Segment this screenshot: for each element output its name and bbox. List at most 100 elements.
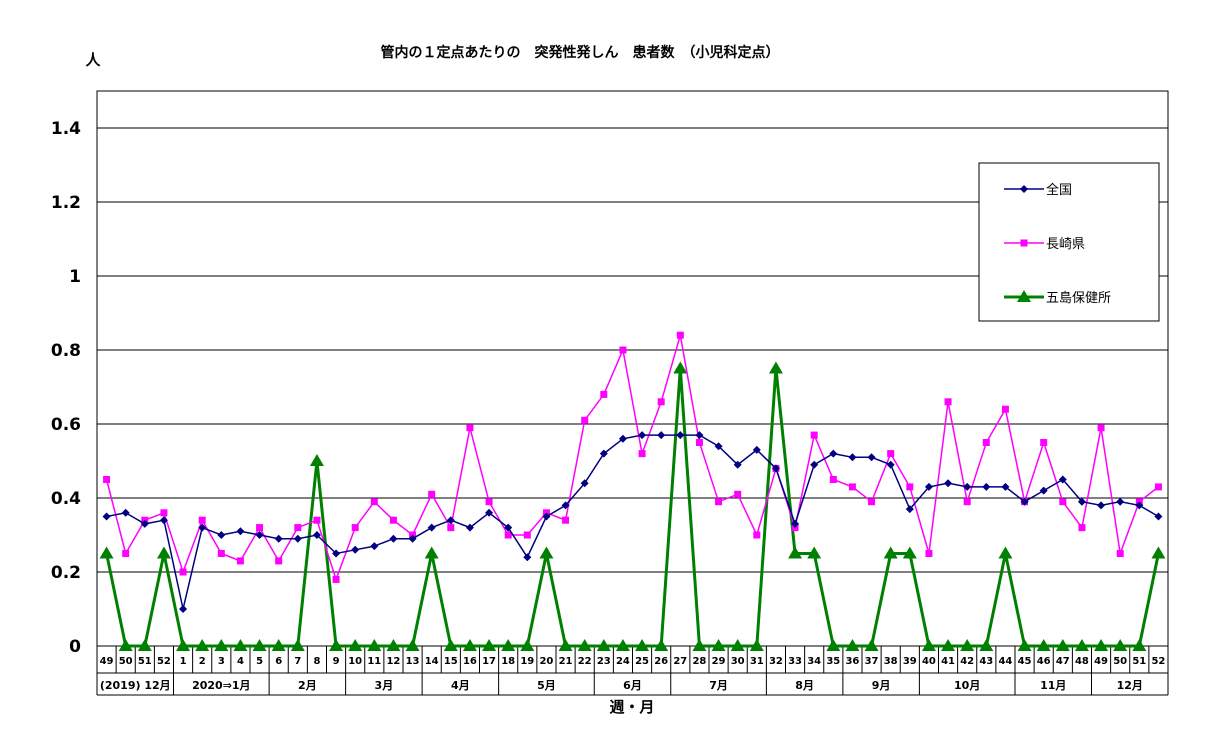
data-point (673, 361, 688, 374)
series-triangle (99, 361, 1166, 651)
x-tick-label: 23 (597, 656, 611, 667)
x-tick-label: 8 (313, 656, 320, 667)
data-point (389, 534, 398, 543)
y-tick-label: 0.6 (51, 415, 81, 435)
data-point (462, 639, 477, 651)
x-tick-label: 37 (865, 656, 879, 667)
chart-title: 管内の１定点あたりの 突発性発しん 患者数 （小児科定点） (381, 44, 780, 61)
data-point (427, 523, 436, 532)
x-tick-label: 3 (218, 656, 225, 667)
data-point (159, 516, 168, 525)
data-point (577, 639, 592, 651)
x-tick-label: 42 (960, 656, 974, 667)
data-point (367, 639, 382, 651)
data-point (179, 605, 188, 613)
x-tick-label: 28 (692, 656, 706, 667)
data-point (1078, 524, 1086, 532)
data-point (711, 639, 726, 651)
data-point (312, 531, 321, 539)
data-point (829, 449, 838, 458)
data-point (236, 527, 245, 536)
x-tick-label: 21 (559, 656, 573, 667)
data-point (217, 531, 226, 539)
data-point (807, 546, 822, 559)
x-tick-label: 45 (1018, 656, 1032, 667)
data-point (638, 450, 646, 458)
data-point (1132, 639, 1147, 651)
x-tick-label: 34 (807, 656, 821, 667)
data-point (236, 557, 244, 565)
month-label: 9月 (872, 679, 891, 692)
data-point (615, 639, 630, 651)
y-tick-labels: 0 0.2 0.4 0.6 0.8 1 1.2 1.4 (51, 119, 81, 657)
data-point (657, 431, 666, 440)
data-point (963, 482, 972, 491)
data-point (1055, 639, 1070, 651)
data-point (389, 516, 397, 524)
legend-label: 全国 (1046, 182, 1072, 198)
data-point (179, 568, 187, 576)
data-point (600, 390, 608, 398)
data-point (944, 479, 953, 488)
x-tick-label: 6 (275, 656, 282, 667)
data-point (654, 639, 669, 651)
data-point (864, 639, 879, 651)
x-tick-label: 51 (138, 656, 152, 667)
data-point (752, 445, 761, 454)
data-point (638, 431, 647, 440)
x-tick-label: 25 (635, 656, 649, 667)
x-tick-label: 49 (100, 656, 114, 667)
x-tick-label: 16 (463, 656, 477, 667)
data-point (561, 501, 570, 510)
x-tick-label: 15 (444, 656, 458, 667)
x-tick-label: 13 (406, 656, 420, 667)
month-label: 8月 (795, 679, 814, 692)
y-tick-label: 1 (69, 267, 81, 287)
data-point (845, 639, 860, 651)
x-tick-label: 39 (903, 656, 917, 667)
data-point (810, 460, 819, 469)
data-point (156, 546, 171, 559)
y-axis-label: 人 (85, 51, 101, 69)
x-tick-label: 7 (294, 656, 301, 667)
data-point (810, 431, 818, 439)
data-point (160, 509, 168, 517)
data-point (771, 464, 780, 473)
month-label: 5月 (537, 679, 556, 692)
x-tick-label: 32 (769, 656, 783, 667)
data-point (963, 498, 971, 506)
data-point (979, 639, 994, 651)
data-point (730, 639, 745, 651)
data-point (485, 508, 494, 517)
x-tick-label: 20 (539, 656, 553, 667)
data-point (256, 524, 264, 532)
y-tick-label: 0.4 (51, 489, 81, 509)
data-point (1036, 639, 1051, 651)
data-point (941, 639, 956, 651)
data-point (829, 476, 837, 483)
data-point (1135, 501, 1144, 510)
x-tick-label: 14 (425, 656, 439, 667)
data-point (768, 361, 783, 374)
month-label: 2月 (298, 679, 317, 692)
data-point (405, 639, 420, 651)
data-point (195, 639, 210, 651)
data-point (982, 482, 991, 491)
y-tick-label: 0.2 (51, 563, 81, 583)
data-point (313, 516, 321, 524)
data-point (596, 639, 611, 651)
data-point (275, 557, 283, 565)
data-point (255, 531, 264, 539)
data-point (676, 331, 684, 339)
data-point (293, 534, 302, 543)
x-tick-label: 43 (979, 656, 993, 667)
data-point (1154, 512, 1163, 521)
data-point (944, 398, 952, 406)
data-point (504, 523, 513, 532)
data-point (309, 454, 324, 466)
data-point (294, 524, 302, 532)
data-point (905, 505, 914, 514)
month-label: 3月 (375, 679, 394, 692)
data-point (715, 498, 723, 506)
data-point (1020, 497, 1029, 506)
